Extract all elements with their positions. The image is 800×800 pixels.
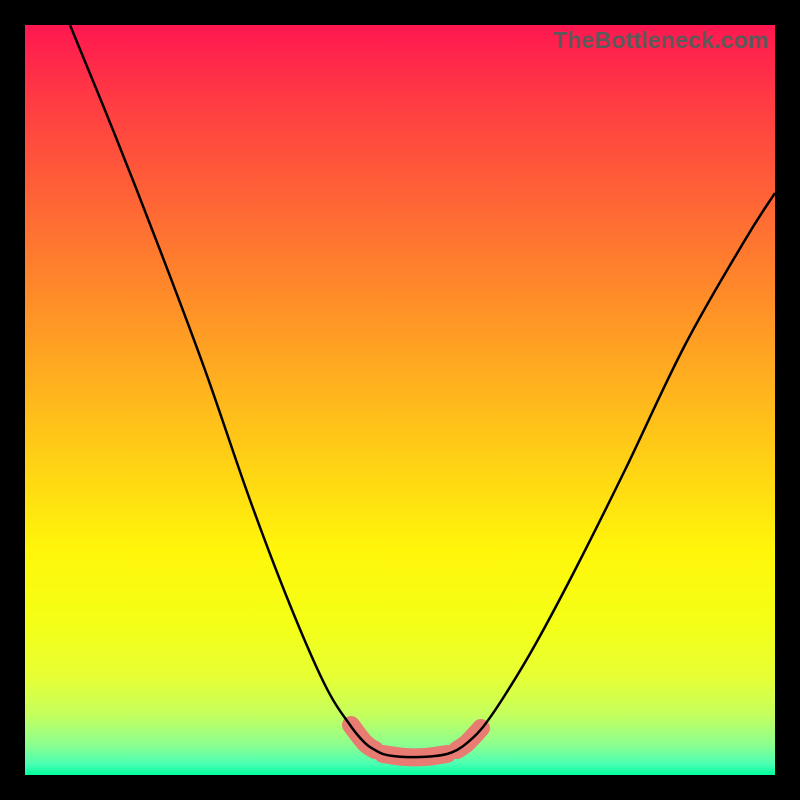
chart-frame: TheBottleneck.com <box>0 0 800 800</box>
highlight-segments <box>351 725 481 757</box>
main-curve-path <box>70 25 775 757</box>
plot-area: TheBottleneck.com <box>25 25 775 775</box>
bottleneck-curve <box>25 25 775 775</box>
highlight-segment <box>351 725 375 750</box>
